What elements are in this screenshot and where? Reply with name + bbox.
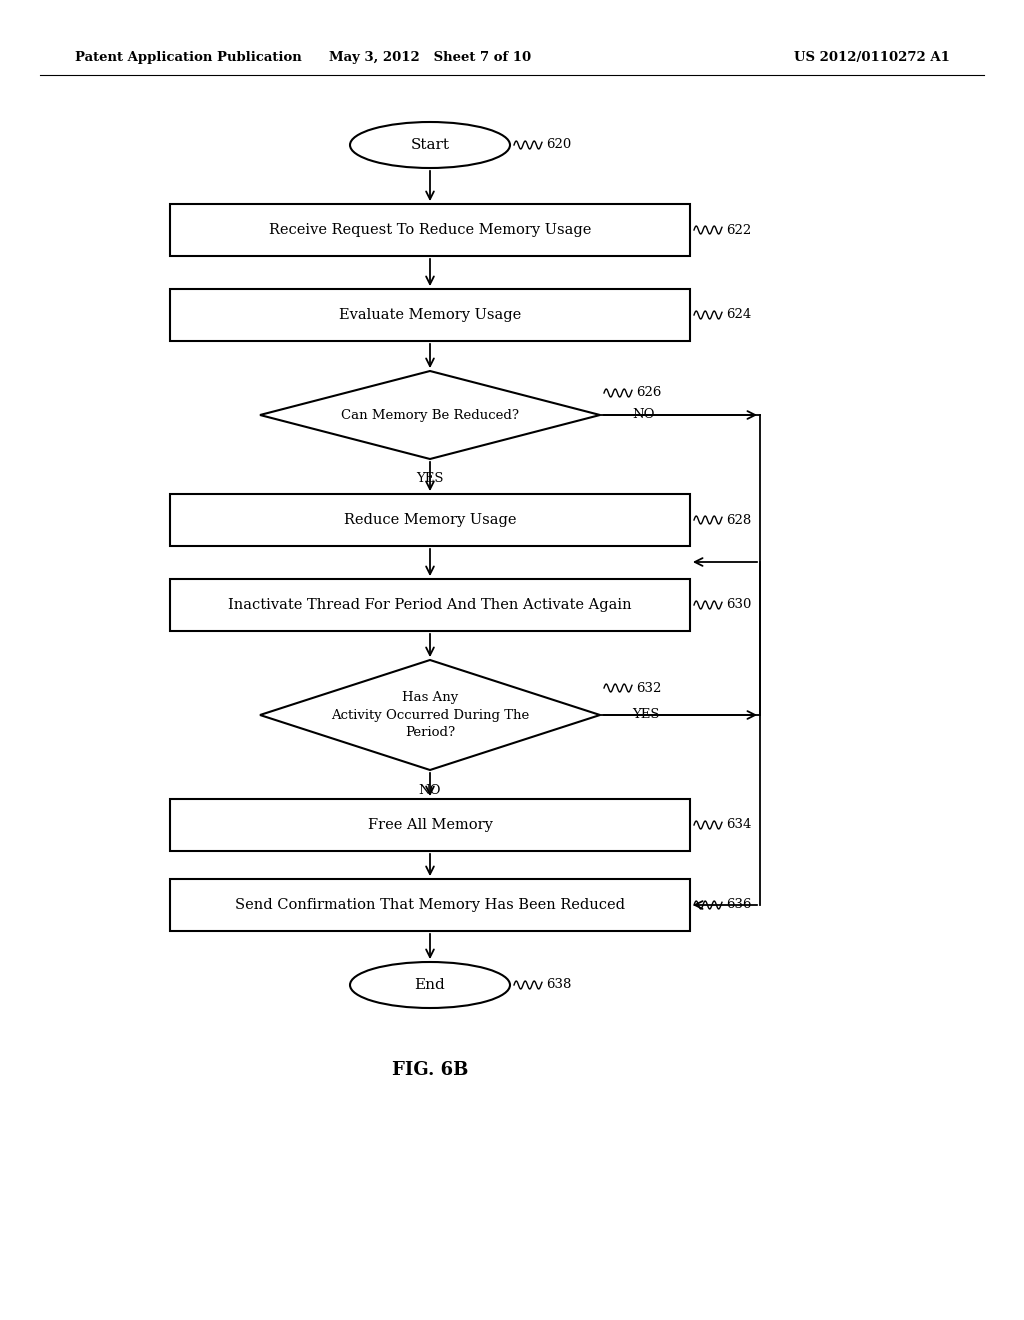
Text: Receive Request To Reduce Memory Usage: Receive Request To Reduce Memory Usage <box>269 223 591 238</box>
Text: YES: YES <box>632 709 659 722</box>
Text: Patent Application Publication: Patent Application Publication <box>75 51 302 65</box>
Text: 632: 632 <box>636 681 662 694</box>
Text: Inactivate Thread For Period And Then Activate Again: Inactivate Thread For Period And Then Ac… <box>228 598 632 612</box>
Text: US 2012/0110272 A1: US 2012/0110272 A1 <box>795 51 950 65</box>
Text: 630: 630 <box>726 598 752 611</box>
Text: NO: NO <box>419 784 441 796</box>
Text: 634: 634 <box>726 818 752 832</box>
Text: 620: 620 <box>546 139 571 152</box>
Bar <box>170 579 690 631</box>
Bar <box>170 879 690 931</box>
Text: FIG. 6B: FIG. 6B <box>392 1061 468 1078</box>
Bar <box>170 289 690 341</box>
Polygon shape <box>260 371 600 459</box>
Text: 626: 626 <box>636 387 662 400</box>
Text: May 3, 2012   Sheet 7 of 10: May 3, 2012 Sheet 7 of 10 <box>329 51 531 65</box>
Bar <box>170 494 690 546</box>
Bar <box>170 799 690 851</box>
Text: Can Memory Be Reduced?: Can Memory Be Reduced? <box>341 408 519 421</box>
Text: 628: 628 <box>726 513 752 527</box>
Bar <box>170 205 690 256</box>
Text: 624: 624 <box>726 309 752 322</box>
Text: NO: NO <box>632 408 654 421</box>
Text: YES: YES <box>416 473 443 486</box>
Ellipse shape <box>350 121 510 168</box>
Text: Free All Memory: Free All Memory <box>368 818 493 832</box>
Text: Has Any
Activity Occurred During The
Period?: Has Any Activity Occurred During The Per… <box>331 692 529 738</box>
Text: Evaluate Memory Usage: Evaluate Memory Usage <box>339 308 521 322</box>
Text: 636: 636 <box>726 899 752 912</box>
Text: Start: Start <box>411 139 450 152</box>
Text: Reduce Memory Usage: Reduce Memory Usage <box>344 513 516 527</box>
Ellipse shape <box>350 962 510 1008</box>
Text: Send Confirmation That Memory Has Been Reduced: Send Confirmation That Memory Has Been R… <box>234 898 625 912</box>
Text: End: End <box>415 978 445 993</box>
Text: 638: 638 <box>546 978 571 991</box>
Polygon shape <box>260 660 600 770</box>
Text: 622: 622 <box>726 223 752 236</box>
